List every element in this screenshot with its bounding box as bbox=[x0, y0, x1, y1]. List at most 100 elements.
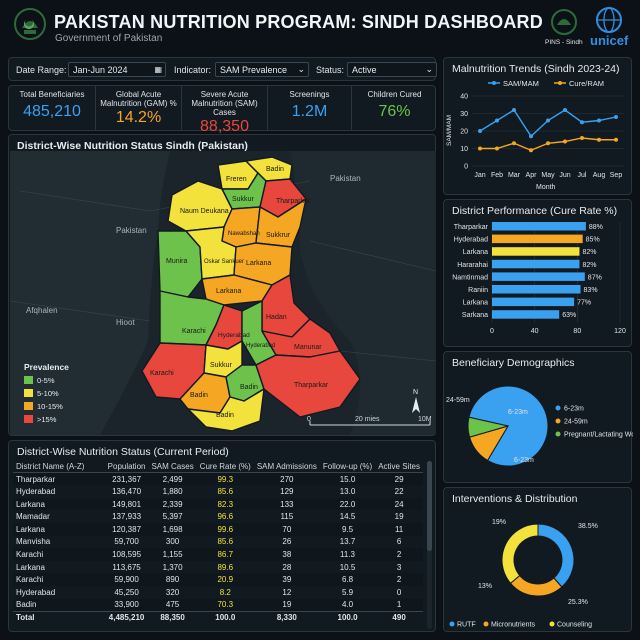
table-total-row: Total 4,485,210 88,350 100.0 8,330 100.0… bbox=[13, 611, 423, 624]
cell-cure-rate: 20.9 bbox=[196, 573, 254, 586]
district-badin-south[interactable] bbox=[187, 388, 265, 432]
bar-value-label: 63% bbox=[562, 312, 576, 319]
x-tick-label: Apr bbox=[526, 172, 538, 179]
cell-sam-admissions: 28 bbox=[282, 562, 292, 572]
x-tick-label: Sep bbox=[610, 172, 623, 179]
district-table-panel: District-Wise Nutrition Status (Current … bbox=[8, 440, 436, 632]
cell-follow-up: 13.0 bbox=[339, 486, 356, 496]
table-row[interactable]: Hyderabad 136,470 1,880 85.6 129 13.0 22 bbox=[13, 485, 423, 498]
bar-category-label: Larkana bbox=[463, 300, 488, 307]
table-scrollbar[interactable] bbox=[427, 461, 432, 629]
cell-follow-up: 9.5 bbox=[319, 522, 376, 536]
column-header-follow-up[interactable]: Follow-up (%) bbox=[322, 461, 373, 471]
date-range-value: Jan-Jun 2024 bbox=[73, 65, 128, 75]
scale-start: 0 bbox=[307, 416, 311, 423]
sindh-map[interactable]: Pakistan Pakistan Afqhalen Hioot bbox=[10, 151, 436, 435]
table-row[interactable]: Hyderabad 45,250 320 8.2 12 5.9 0 bbox=[13, 586, 423, 599]
donut-slice bbox=[537, 523, 575, 588]
data-point bbox=[580, 136, 584, 140]
status-select[interactable]: Active ⌄ bbox=[347, 62, 437, 77]
legend-swatch bbox=[24, 376, 33, 384]
cell-cure-rate: 85.6 bbox=[217, 486, 234, 496]
bar-value-label: 82% bbox=[582, 249, 596, 256]
cell-active-sites: 22 bbox=[394, 486, 404, 496]
unicef-globe-icon bbox=[596, 7, 622, 33]
legend-label: Micronutrients bbox=[491, 622, 535, 629]
bar-value-label: 82% bbox=[582, 262, 596, 269]
data-point bbox=[495, 118, 499, 123]
performance-title: District Performance (Cure Rate %) bbox=[452, 205, 618, 217]
bar bbox=[492, 297, 575, 307]
bar-value-label: 88% bbox=[589, 224, 603, 231]
donut-label-top-right: 38.5% bbox=[578, 523, 598, 530]
column-header-population[interactable]: Population bbox=[107, 461, 146, 471]
map-label-pakistan-top: Pakistan bbox=[330, 174, 361, 183]
x-tick-label: 80 bbox=[573, 328, 581, 335]
table-title: District-Wise Nutrition Status (Current … bbox=[17, 446, 229, 458]
column-header-district[interactable]: District Name (A-Z) bbox=[16, 461, 85, 471]
table-row[interactable]: Larkana 120,387 1,698 99.6 70 9.5 11 bbox=[13, 522, 423, 536]
cell-population: 149,801 bbox=[104, 497, 149, 511]
district-label: Badin bbox=[216, 412, 234, 419]
cell-sam-admissions: 26 bbox=[282, 537, 292, 547]
pie-label-top: 6-23m bbox=[508, 409, 528, 416]
cell-sam-cases: 2,339 bbox=[148, 497, 197, 511]
bar-value-label: 77% bbox=[577, 300, 591, 307]
data-point bbox=[546, 141, 550, 146]
cell-follow-up: 5.9 bbox=[341, 587, 354, 597]
table-row[interactable]: Karachi 59,900 890 20.9 39 6.8 2 bbox=[13, 573, 423, 586]
kpi-gam: Global Acute Malnutrition (GAM) % 14.2% bbox=[95, 86, 181, 130]
donut-label-top-left: 19% bbox=[492, 519, 506, 526]
cell-district: Badin bbox=[13, 598, 105, 612]
total-sam-admissions: 8,330 bbox=[276, 613, 297, 623]
status-value: Active bbox=[352, 65, 377, 75]
district-label: Hadan bbox=[266, 314, 287, 321]
total-follow-up: 100.0 bbox=[337, 613, 358, 623]
legend-swatch bbox=[24, 389, 33, 397]
map-panel: District-Wise Nutrition Status Sindh (Pa… bbox=[8, 134, 436, 436]
indicator-select[interactable]: SAM Prevalence ⌄ bbox=[215, 62, 309, 77]
date-range-picker[interactable]: Jan-Jun 2024 ▦ bbox=[68, 62, 166, 77]
table-row[interactable]: Mamadar 137,933 5,397 96.6 115 14.5 19 bbox=[13, 510, 423, 523]
column-header-sam-cases[interactable]: SAM Cases bbox=[151, 461, 194, 471]
cell-district: Hyderabad bbox=[16, 587, 56, 597]
cell-follow-up: 22.0 bbox=[319, 497, 376, 511]
cell-follow-up: 4.0 bbox=[319, 598, 376, 612]
column-header-cure-rate[interactable]: Cure Rate (%) bbox=[199, 461, 251, 471]
cell-sam-admissions: 129 bbox=[280, 486, 294, 496]
data-point bbox=[563, 108, 567, 112]
filter-bar: Date Range: Jan-Jun 2024 ▦ Indicator: SA… bbox=[8, 57, 437, 81]
cell-sam-cases: 1,880 bbox=[162, 486, 183, 496]
district-label: Hyderabad bbox=[246, 343, 275, 349]
kpi-label: Screenings bbox=[289, 90, 330, 99]
pakistan-emblem-icon bbox=[14, 8, 46, 40]
scrollbar-thumb[interactable] bbox=[427, 461, 432, 551]
table-row[interactable]: Badin 33,900 475 70.3 19 4.0 1 bbox=[13, 598, 423, 612]
total-cure-rate: 100.0 bbox=[215, 613, 236, 623]
cell-sam-admissions: 19 bbox=[253, 598, 320, 612]
y-tick-label: 20 bbox=[460, 129, 468, 136]
kpi-value: 88,350 bbox=[200, 118, 249, 135]
table-row[interactable]: Karachi 108,595 1,155 86.7 38 11.3 2 bbox=[13, 548, 423, 561]
legend-swatch bbox=[24, 402, 33, 410]
cell-population: 108,595 bbox=[104, 548, 149, 561]
district-label: Naum Deukana bbox=[180, 208, 229, 215]
district-tharparkar-south[interactable] bbox=[255, 350, 361, 418]
donut-label-left: 13% bbox=[478, 583, 492, 590]
table-row[interactable]: Manvisha 59,700 300 85.6 26 13.7 6 bbox=[13, 536, 423, 549]
table-row[interactable]: Tharparkar 231,367 2,499 99.3 270 15.0 29 bbox=[13, 472, 423, 486]
total-label: Total bbox=[16, 613, 35, 623]
data-point bbox=[512, 108, 516, 112]
column-header-sam-admissions[interactable]: SAM Admissions bbox=[256, 461, 317, 471]
table-scroll-area[interactable]: District Name (A-Z) Population SAM Cases… bbox=[13, 460, 423, 630]
column-header-active-sites[interactable]: Active Sites bbox=[378, 461, 420, 471]
demographics-title: Beneficiary Demographics bbox=[452, 357, 575, 369]
cell-sam-cases: 890 bbox=[148, 573, 197, 586]
x-tick-label: Jan bbox=[474, 172, 485, 179]
trends-line-chart: SAM/MAM Cure/RAM SAM/MAM Month 0 10 20 30 40… bbox=[446, 79, 624, 191]
bar bbox=[492, 285, 581, 294]
table-row[interactable]: Larkana 113,675 1,370 89.6 28 10.5 3 bbox=[13, 561, 423, 574]
x-tick-label: 120 bbox=[614, 328, 626, 335]
cell-active-sites: 11 bbox=[375, 522, 423, 536]
table-row[interactable]: Larkana 149,801 2,339 82.3 133 22.0 24 bbox=[13, 497, 423, 511]
